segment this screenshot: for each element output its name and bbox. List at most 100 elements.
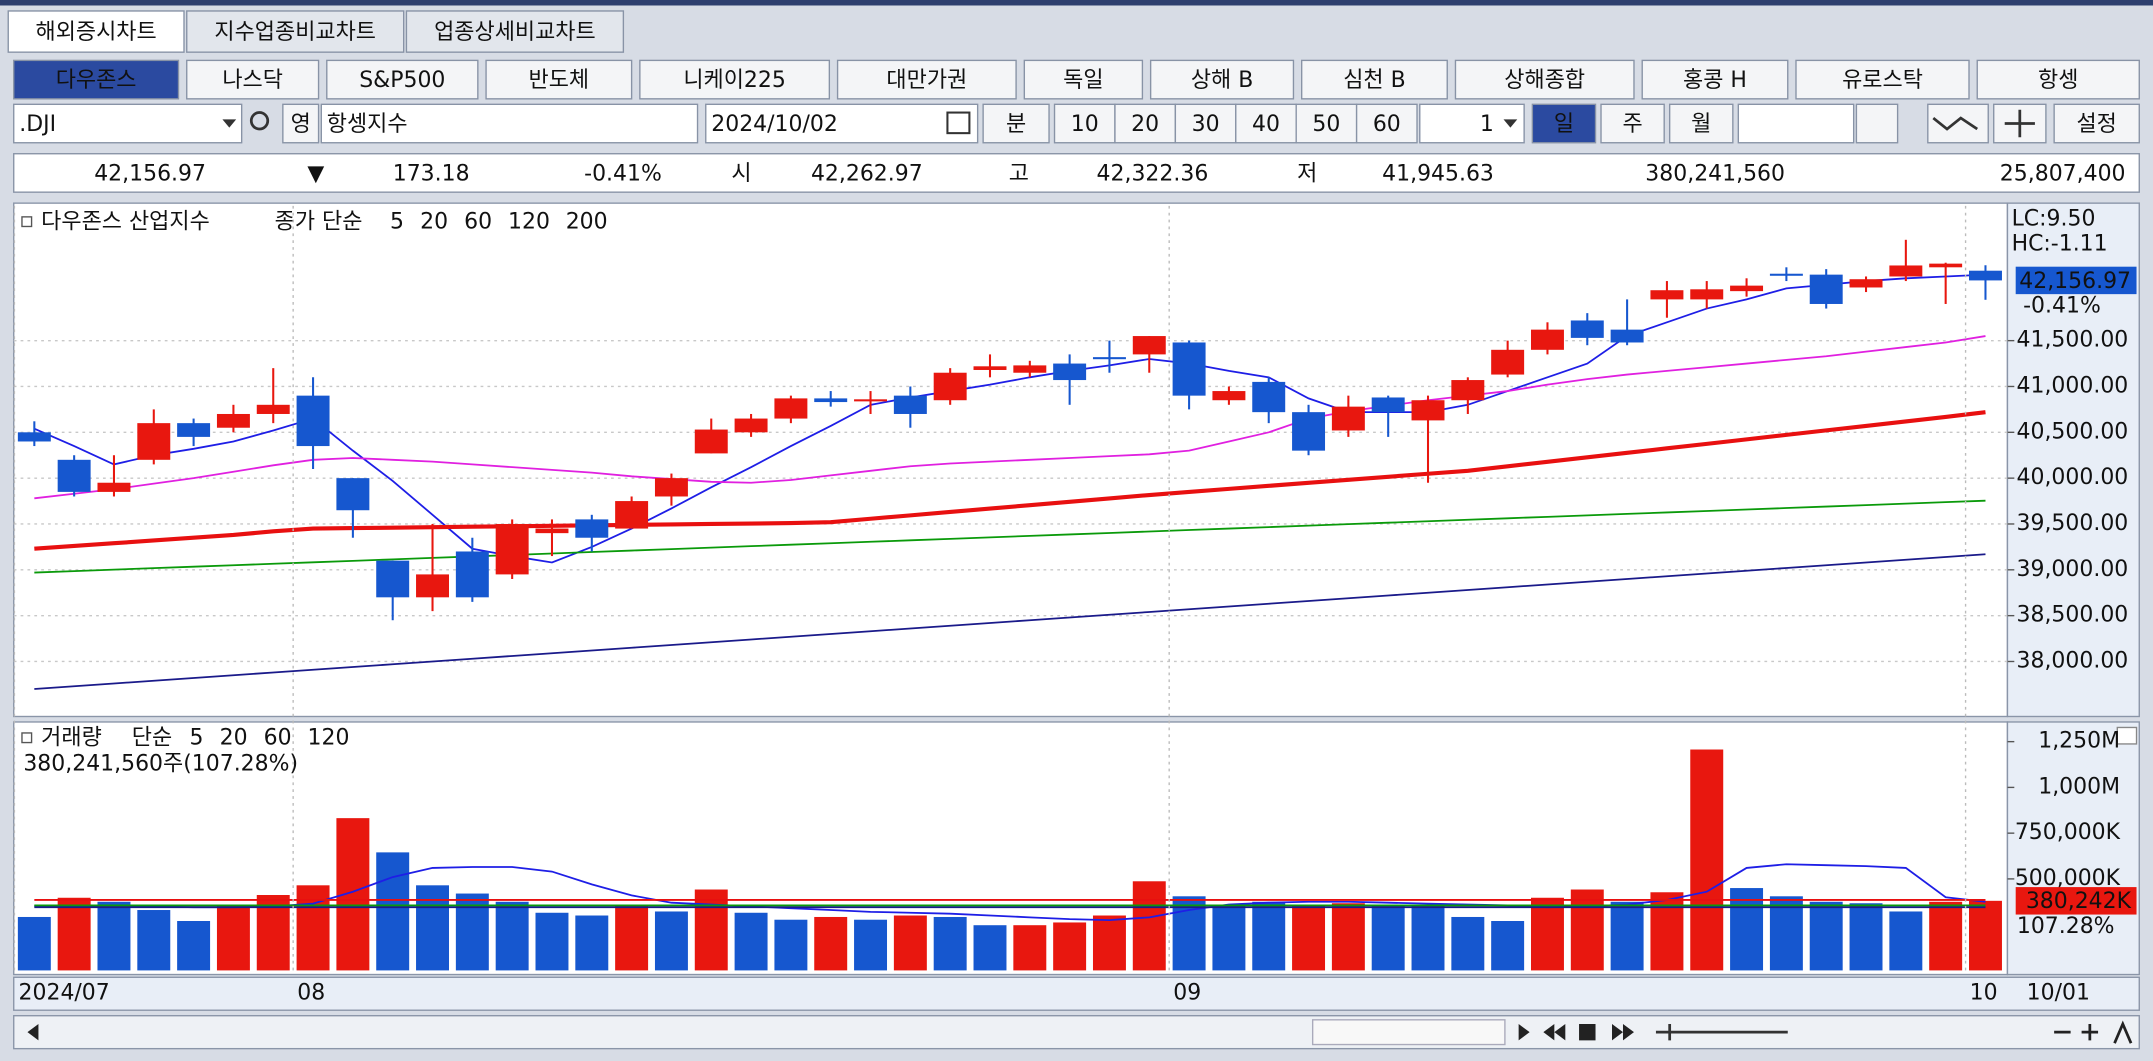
tool-icon[interactable] — [1855, 103, 1899, 144]
market-button[interactable] — [13, 59, 180, 100]
zoom-slider[interactable] — [1655, 1023, 1788, 1041]
market-button[interactable] — [836, 59, 1017, 100]
x-tick-label: 08 — [297, 981, 325, 1006]
market-button-label[interactable]: 유로스탁 — [1842, 68, 1923, 93]
market-button[interactable] — [1454, 59, 1635, 100]
interval-button[interactable] — [1235, 103, 1297, 144]
market-button-label[interactable]: 심천 B — [1343, 68, 1405, 93]
legend-entry: 200 — [566, 209, 608, 234]
tool-icon[interactable] — [1927, 103, 1989, 144]
y-tick-label: 38,500.00 — [2017, 603, 2129, 628]
candle-body — [376, 560, 410, 598]
tab[interactable] — [405, 10, 625, 53]
volume-bar — [177, 920, 211, 971]
legend-ma-label: 단순 — [132, 725, 172, 750]
moving-average — [34, 335, 1986, 500]
market-button[interactable] — [186, 59, 320, 100]
tab-label[interactable]: 해외증시차트 — [36, 20, 157, 45]
settings-button-label[interactable]: 설정 — [2076, 112, 2116, 137]
market-button-label[interactable]: 대만가권 — [886, 68, 967, 93]
market-button[interactable] — [1300, 59, 1448, 100]
tab-label[interactable]: 지수업종비교차트 — [214, 20, 376, 45]
panel-toggle[interactable] — [2116, 726, 2138, 745]
volume-bar — [1809, 901, 1843, 971]
volume-bar — [1650, 892, 1684, 971]
tab[interactable] — [7, 10, 185, 53]
count-spinner[interactable] — [1503, 119, 1518, 128]
market-button-label[interactable]: 반도체 — [529, 68, 590, 93]
interval-button-label[interactable]: 30 — [1192, 112, 1220, 137]
volume-bar — [296, 885, 330, 971]
zoom-tools[interactable] — [2054, 1020, 2133, 1044]
count-input[interactable] — [1419, 103, 1525, 144]
quote-bar — [13, 153, 2140, 193]
market-button-label[interactable]: 니케이225 — [683, 68, 786, 93]
period-button[interactable] — [1531, 103, 1597, 144]
tool-glyph[interactable] — [1932, 109, 2035, 138]
moving-average — [34, 553, 1986, 690]
interval-button-label[interactable]: 20 — [1131, 112, 1159, 137]
date-input[interactable] — [705, 103, 979, 144]
volume-bar — [1929, 901, 1963, 971]
minute-button-label[interactable]: 분 — [1006, 112, 1026, 137]
market-button-label[interactable]: S&P500 — [359, 68, 445, 93]
symbol-input[interactable] — [13, 103, 243, 144]
period-button[interactable] — [1600, 103, 1665, 144]
candle-body — [97, 482, 131, 492]
candle-body — [1570, 320, 1604, 338]
market-button-label[interactable]: 홍콩 H — [1683, 68, 1747, 93]
market-button-label[interactable]: 나스닥 — [222, 68, 283, 93]
market-button-label[interactable]: 다우존스 — [56, 68, 137, 93]
legend-entry: 120 — [308, 725, 350, 750]
period-button-label[interactable]: 주 — [1622, 112, 1642, 137]
calendar-icon[interactable] — [946, 111, 971, 135]
volume-bar — [734, 912, 768, 971]
scroll-left[interactable] — [27, 1023, 39, 1041]
last-volume-box — [2015, 887, 2137, 915]
date-text[interactable]: 2024/10/02 — [711, 112, 838, 137]
interval-button[interactable] — [1114, 103, 1177, 144]
count-text[interactable]: 1 — [1480, 112, 1494, 137]
symbol-text[interactable]: .DJI — [19, 112, 56, 137]
candle-body — [137, 423, 171, 460]
candle-body — [734, 418, 768, 433]
interval-button-label[interactable]: 60 — [1373, 112, 1401, 137]
lang-button-label[interactable]: 영 — [291, 112, 311, 137]
volume-bar — [1969, 900, 2002, 971]
market-button[interactable] — [1149, 59, 1295, 100]
market-button[interactable] — [1795, 59, 1970, 100]
search-icon[interactable] — [249, 111, 270, 131]
period-button-label[interactable]: 월 — [1691, 112, 1711, 137]
tab[interactable] — [186, 10, 405, 53]
market-button-label[interactable]: 상해종합 — [1504, 68, 1585, 93]
interval-button[interactable] — [1295, 103, 1358, 144]
period-button[interactable] — [1668, 103, 1734, 144]
market-button-label[interactable]: 항셍 — [2038, 68, 2078, 93]
market-button[interactable] — [639, 59, 831, 100]
market-button[interactable] — [326, 59, 479, 100]
interval-button-label[interactable]: 40 — [1252, 112, 1280, 137]
candle-body — [495, 523, 529, 575]
settings-button[interactable] — [2053, 103, 2140, 144]
market-button[interactable] — [1023, 59, 1144, 100]
market-button[interactable] — [1976, 59, 2140, 100]
period-button-label[interactable]: 일 — [1554, 112, 1574, 137]
scroll-bar[interactable] — [13, 1015, 2140, 1050]
market-button[interactable] — [1641, 59, 1789, 100]
dropdown-arrow[interactable] — [222, 119, 237, 128]
legend-entry: 60 — [464, 209, 492, 234]
scroll-thumb[interactable] — [1311, 1019, 1506, 1046]
market-button[interactable] — [485, 59, 633, 100]
volume-bar — [455, 893, 489, 971]
interval-button[interactable] — [1053, 103, 1116, 144]
blank-input[interactable] — [1737, 103, 1855, 144]
minute-button[interactable] — [982, 103, 1050, 144]
quote-high: 42,322.36 — [1097, 161, 1209, 186]
market-button-label[interactable]: 상해 B — [1191, 68, 1253, 93]
tab-label[interactable]: 업종상세비교차트 — [434, 20, 596, 45]
market-button-label[interactable]: 독일 — [1063, 68, 1103, 93]
interval-button-label[interactable]: 10 — [1071, 112, 1099, 137]
lang-button[interactable] — [282, 103, 320, 144]
interval-button-label[interactable]: 50 — [1312, 112, 1340, 137]
interval-button[interactable] — [1355, 103, 1418, 144]
